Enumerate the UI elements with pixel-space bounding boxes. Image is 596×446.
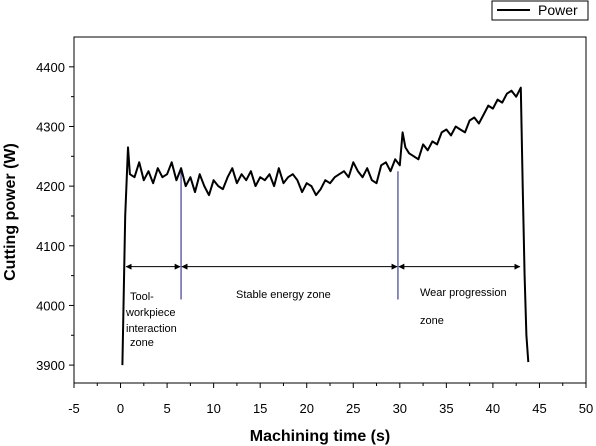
series-layer: [121, 86, 530, 366]
x-tick-label: 40: [486, 401, 500, 416]
legend-label-power: Power: [538, 2, 578, 18]
y-tick-label: 4200: [36, 179, 65, 194]
y-axis-title: Cutting power (W): [2, 143, 19, 281]
x-axis-title: Machining time (s): [250, 428, 390, 445]
legend: Power: [491, 0, 589, 21]
legend-box: [491, 0, 589, 21]
x-tick-label: 0: [117, 401, 124, 416]
x-tick-label: 30: [393, 401, 407, 416]
zone2-label: Stable energy zone: [236, 289, 331, 301]
x-tick-label: -5: [68, 401, 80, 416]
zone1-label-line4: zone: [130, 337, 154, 349]
x-tick-label: 5: [163, 401, 170, 416]
x-tick-label: 35: [439, 401, 453, 416]
series-line-power: [121, 86, 530, 366]
x-tick-label: 25: [346, 401, 360, 416]
y-tick-label: 4400: [36, 60, 65, 75]
zone3-label-line1: Wear progression: [420, 287, 507, 299]
y-tick-label: 4300: [36, 119, 65, 134]
y-tick-label: 3900: [36, 358, 65, 373]
zone1-label-line1: Tool-: [130, 291, 154, 303]
zone3-label-line2: zone: [420, 315, 444, 327]
zone-markers: [125, 171, 521, 300]
y-tick-label: 4100: [36, 239, 65, 254]
x-tick-label: 20: [299, 401, 313, 416]
x-tick-label: 50: [579, 401, 593, 416]
x-tick-label: 45: [532, 401, 546, 416]
x-tick-label: 15: [253, 401, 267, 416]
y-tick-label: 4000: [36, 298, 65, 313]
y-axis-ticks: 3900 4000 4100 4200 4300 4400: [36, 60, 74, 373]
x-tick-label: 10: [206, 401, 220, 416]
zone1-label-line2: workpiece: [125, 307, 176, 319]
x-axis-ticks: -5 0 5 10 15 20 25 30 35 40 45 50: [68, 383, 593, 416]
zone1-label-line3: interaction: [126, 323, 177, 335]
